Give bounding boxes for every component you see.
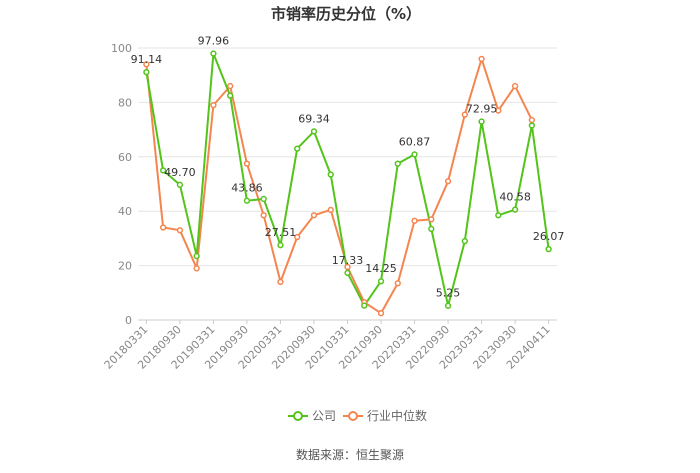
legend[interactable]: 公司 行业中位数 — [288, 408, 427, 423]
data-point-industry-median — [176, 227, 184, 234]
data-point-company — [461, 237, 468, 245]
data-label: 17.33 — [332, 254, 364, 267]
chart-title: 市销率历史分位（%） — [271, 5, 421, 23]
data-point-company — [377, 278, 385, 285]
source-note: 数据来源：恒生聚源 — [296, 447, 404, 462]
data-point-company — [243, 197, 251, 204]
data-point-industry-median — [260, 212, 267, 219]
data-label: 26.07 — [533, 230, 565, 243]
grid — [138, 47, 557, 321]
data-point-company — [294, 145, 301, 152]
data-point-company — [327, 171, 334, 178]
series-points — [143, 50, 552, 317]
data-label: 5.25 — [436, 287, 461, 300]
legend-marker — [348, 411, 358, 421]
data-point-industry-median — [210, 101, 217, 109]
data-point-industry-median — [478, 55, 485, 63]
legend-item-company[interactable]: 公司 — [288, 409, 336, 423]
data-point-industry-median — [327, 206, 334, 213]
data-point-industry-median — [444, 178, 452, 185]
data-point-industry-median — [411, 217, 418, 224]
data-point-company — [193, 252, 200, 260]
legend-label: 公司 — [312, 409, 336, 423]
y-tick-label: 60 — [118, 151, 132, 164]
data-point-industry-median — [394, 280, 401, 287]
data-point-industry-median — [227, 82, 234, 90]
y-axis-ticks: 0 20 40 60 80 100 — [111, 42, 132, 327]
data-point-industry-median — [377, 310, 385, 317]
data-label: 97.96 — [198, 35, 230, 48]
legend-label: 行业中位数 — [367, 408, 427, 423]
data-point-company — [210, 50, 217, 57]
y-tick-label: 20 — [118, 260, 132, 273]
data-point-industry-median — [243, 160, 251, 167]
data-point-company — [528, 122, 536, 129]
data-label: 40.58 — [499, 191, 531, 204]
data-point-company — [545, 245, 552, 253]
data-point-industry-median — [511, 82, 519, 90]
data-point-industry-median — [310, 212, 318, 219]
y-tick-label: 80 — [118, 96, 132, 109]
data-point-company — [478, 118, 485, 125]
data-point-company — [361, 302, 368, 309]
data-point-company — [227, 92, 234, 99]
x-axis-ticks: 2018033120180930201903312019093020200331… — [102, 320, 553, 372]
y-tick-label: 40 — [118, 205, 132, 218]
data-point-industry-median — [193, 265, 200, 272]
data-point-company — [344, 269, 351, 277]
data-point-company — [176, 181, 184, 188]
data-point-company — [394, 160, 401, 167]
data-point-company — [411, 151, 418, 158]
data-point-industry-median — [495, 107, 502, 114]
data-label: 60.87 — [399, 135, 431, 148]
data-point-company — [260, 195, 267, 203]
legend-marker — [293, 411, 303, 421]
data-labels: 91.14 49.70 97.96 43.86 27.51 69.34 17.3314.25… — [131, 35, 565, 300]
legend-item-industry-median[interactable]: 行业中位数 — [343, 408, 427, 423]
data-point-company — [277, 242, 284, 249]
data-point-industry-median — [461, 111, 468, 118]
data-label: 72.95 — [466, 103, 498, 116]
data-point-industry-median — [143, 61, 150, 68]
y-tick-label: 100 — [111, 42, 132, 55]
data-point-company — [143, 68, 150, 76]
data-point-company — [511, 206, 519, 213]
data-point-industry-median — [159, 224, 167, 231]
data-point-company — [159, 167, 167, 174]
y-tick-label: 0 — [125, 314, 132, 327]
data-point-company — [310, 128, 318, 135]
data-label: 49.70 — [164, 166, 196, 179]
data-point-company — [495, 212, 502, 219]
data-label: 43.86 — [231, 182, 263, 195]
data-label: 14.25 — [365, 262, 397, 275]
data-label: 69.34 — [298, 112, 330, 125]
data-point-company — [444, 302, 452, 309]
data-point-company — [428, 225, 435, 233]
data-label: 91.14 — [131, 53, 163, 66]
data-point-industry-median — [528, 116, 536, 124]
data-point-industry-median — [344, 263, 351, 271]
data-point-industry-median — [277, 278, 284, 286]
data-point-industry-median — [294, 233, 301, 241]
data-label: 27.51 — [265, 226, 297, 239]
data-point-industry-median — [428, 216, 435, 223]
series-line-industry-median — [145, 57, 533, 315]
